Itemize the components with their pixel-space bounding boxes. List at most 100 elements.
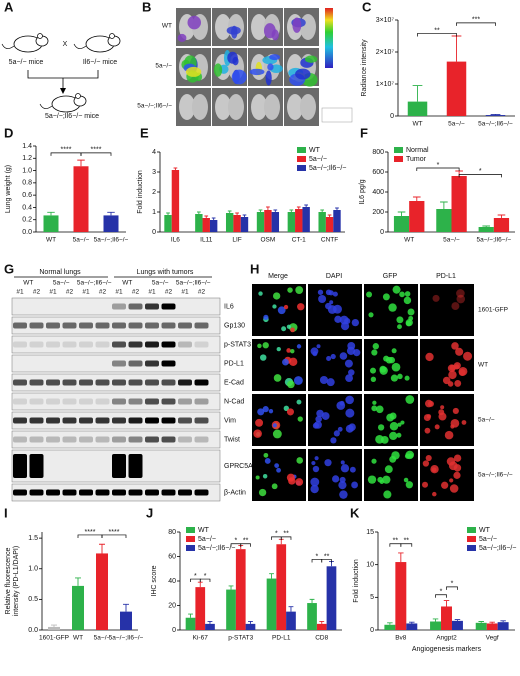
cell [329,300,334,305]
significance-label: **** [109,529,120,536]
cell [375,435,384,444]
cell [367,475,377,484]
panel-label: G [4,261,14,276]
cell [453,471,461,479]
blot-band [145,417,159,424]
y-tick-label: 4 [152,149,156,156]
error-bar [188,613,193,618]
cell [408,315,414,321]
protein-label: N-Cad [224,398,244,405]
bar [195,214,203,232]
bar [233,215,241,232]
bar [171,170,180,232]
cell [337,426,343,432]
mouse-tail [73,43,87,49]
bar [316,623,327,630]
lung [215,94,231,120]
signal [185,66,202,77]
column-label: GFP [383,273,398,280]
bar [245,623,256,630]
cell [379,366,388,375]
cell [263,452,269,458]
cell [448,370,457,380]
blot-band [128,360,143,367]
cell [451,302,460,311]
error-bar [309,598,315,604]
bar [475,622,487,630]
protein-label: E-Cad [224,379,244,386]
cell [444,430,454,440]
bar [96,553,108,630]
x-tick-label: Angpt2 [436,635,457,642]
bar [240,217,249,232]
legend-label: 5a−/− [198,536,216,543]
legend-label: WT [309,147,321,154]
cell [422,481,429,488]
cell [255,475,260,480]
cell [339,352,348,360]
blot-strip [11,354,221,373]
x-tick-label: 5a−/− [73,237,90,244]
blot-band [13,379,27,386]
bar [103,215,119,232]
error-bar [211,217,216,220]
replicate-label: #2 [66,289,74,296]
significance-label: * [451,581,454,588]
blot-band [46,379,60,386]
significance-label: * [440,589,443,596]
cell [319,375,328,385]
cell [339,490,348,499]
x-tick-label: WT [46,237,56,244]
cell [424,427,431,434]
significance-bracket [416,167,460,171]
signal [232,56,239,66]
bar [185,617,196,630]
cell [454,379,462,387]
y-tick-label: 60 [168,553,176,560]
cell [286,348,291,353]
cell [264,458,271,464]
cell [425,352,434,362]
bar [307,603,317,630]
blot-band [145,341,159,348]
cell [447,381,454,387]
x-tick-label: 5a−/−;Il6−/− [109,635,144,642]
blot-band [29,322,44,329]
blot-strip [11,297,221,316]
legend-label: Tumor [406,156,427,163]
cell [283,304,289,310]
blot-band [128,436,143,443]
y-axis-label: Fold induction [137,170,144,214]
protein-label: Twist [224,436,240,443]
cell [339,315,349,325]
bar [256,212,265,232]
bar [441,606,452,630]
error-bar [242,214,247,217]
x-tick-label: 5a−/−;Il6−/− [478,121,513,128]
cell [310,477,320,487]
bar [407,101,428,116]
blot-band [145,436,159,443]
bar [497,622,509,630]
bar [209,220,218,232]
y-tick-label: 1.4 [22,143,32,150]
blot-band [13,398,27,405]
significance-label: ** [243,538,249,545]
column-label: PD-L1 [436,273,456,280]
cell [371,458,377,464]
error-bar [387,622,393,625]
row-label: 1601-GFP [478,307,508,314]
lung [215,14,231,40]
blot-strip [11,392,221,411]
legend-label: WT [198,527,210,534]
blot-band [62,379,77,386]
error-bar [304,204,308,207]
cell [389,455,397,463]
cell [404,375,410,381]
cell [382,293,390,301]
cross-symbol: X [63,41,68,48]
error-bar [107,211,115,216]
blot-band [13,436,27,443]
panel-label: D [4,125,13,140]
cell [372,343,380,350]
